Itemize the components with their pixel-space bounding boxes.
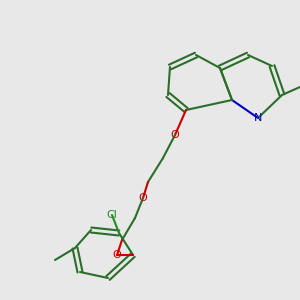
- Text: O: O: [112, 250, 122, 260]
- Text: N: N: [254, 113, 262, 123]
- Text: O: O: [171, 130, 179, 140]
- Text: O: O: [139, 193, 147, 203]
- Text: Cl: Cl: [106, 210, 117, 220]
